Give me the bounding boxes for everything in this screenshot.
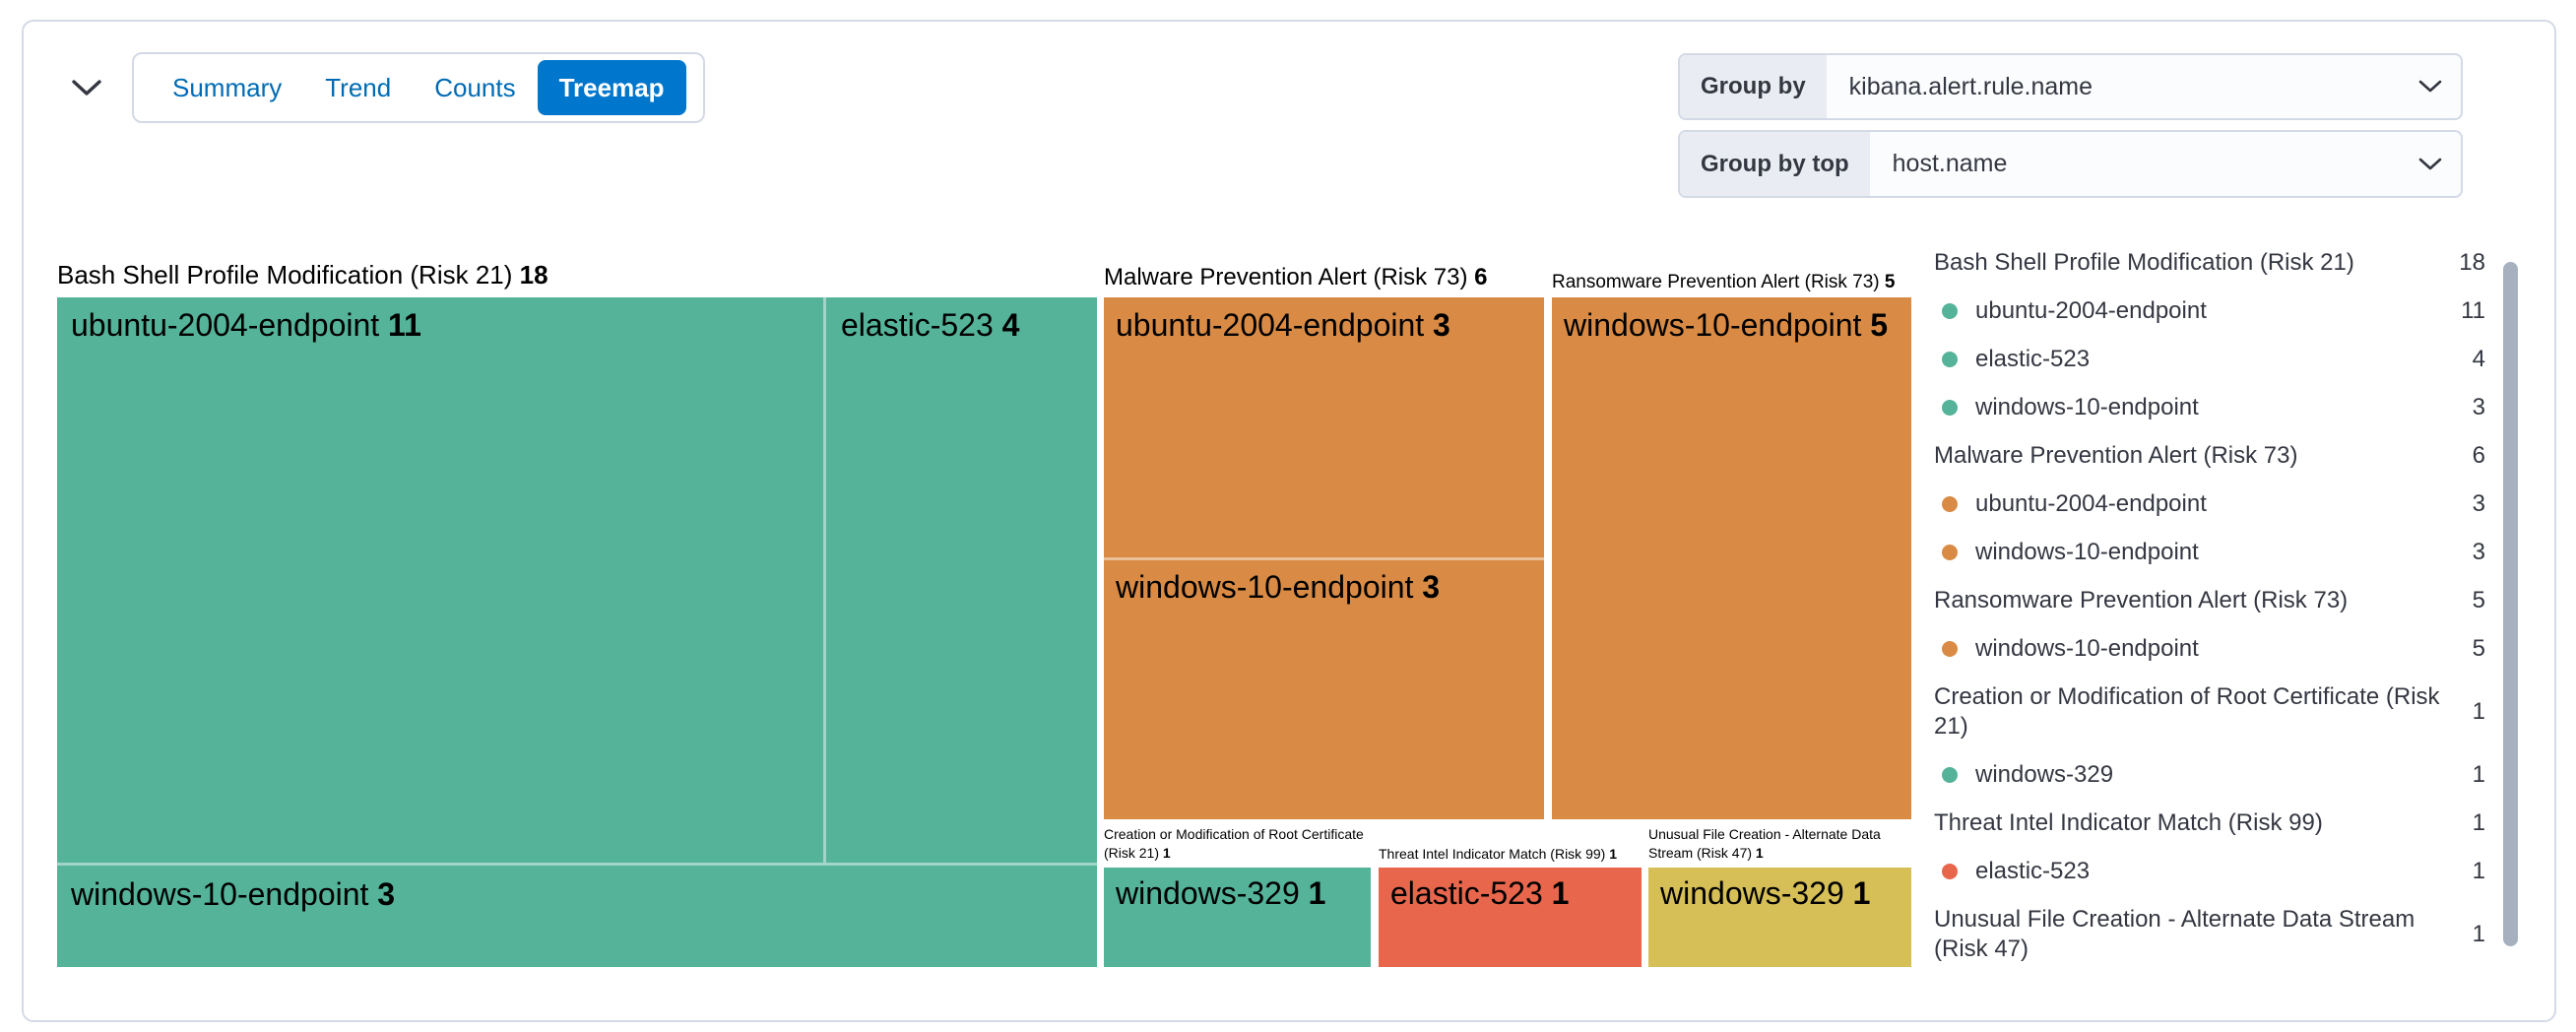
legend-scrollbar[interactable] [2503,262,2518,946]
legend-row[interactable]: Bash Shell Profile Modification (Risk 21… [1934,248,2485,278]
treemap-cell-label[interactable]: windows-10-endpoint 5 [1564,307,1889,343]
legend-color-dot [1942,352,1958,367]
legend-row[interactable]: Threat Intel Indicator Match (Risk 99) 1 [1934,808,2485,838]
legend-item-label: elastic-523 [1975,858,2091,884]
legend-item-label: elastic-523 [1975,346,2091,372]
tab-treemap[interactable]: Treemap [537,60,686,115]
chart-legend: Bash Shell Profile Modification (Risk 21… [1934,248,2485,983]
legend-item-count: 6 [2472,442,2485,469]
legend-row[interactable]: windows-329 1 [1934,760,2485,790]
legend-item-count: 3 [2472,394,2485,420]
treemap-cell-divider [823,297,826,863]
legend-item-count: 18 [2459,249,2485,276]
legend-item-label: Ransomware Prevention Alert (Risk 73) [1934,587,2349,613]
group-by-top-value: host.name [1892,150,2008,177]
treemap-cell-divider [1104,557,1544,560]
legend-row[interactable]: windows-10-endpoint 3 [1934,538,2485,567]
legend-row[interactable]: Creation or Modification of Root Certifi… [1934,682,2485,742]
legend-row[interactable]: Unusual File Creation - Alternate Data S… [1934,905,2485,964]
legend-item-label: ubuntu-2004-endpoint [1975,490,2207,517]
collapse-toggle-button[interactable] [67,71,106,104]
treemap-group-box: ubuntu-2004-endpoint 3 windows-10-endpoin… [1104,297,1544,819]
legend-row[interactable]: Ransomware Prevention Alert (Risk 73) 5 [1934,586,2485,615]
treemap-cell-label[interactable]: ubuntu-2004-endpoint 3 [1116,307,1450,343]
legend-item-label: windows-10-endpoint [1975,394,2199,420]
legend-row[interactable]: elastic-523 1 [1934,857,2485,886]
tab-trend[interactable]: Trend [325,72,392,102]
treemap-cell-divider [57,863,1097,866]
group-by-value: kibana.alert.rule.name [1848,72,2093,100]
legend-row[interactable]: ubuntu-2004-endpoint 3 [1934,489,2485,519]
legend-item-label: Unusual File Creation - Alternate Data S… [1934,906,2415,962]
legend-item-label: ubuntu-2004-endpoint [1975,297,2207,324]
legend-item-count: 3 [2472,539,2485,565]
legend-color-dot [1942,545,1958,560]
legend-color-dot [1942,303,1958,319]
legend-item-label: Threat Intel Indicator Match (Risk 99) [1934,809,2323,836]
legend-row[interactable]: elastic-523 4 [1934,345,2485,374]
treemap-group-box: windows-329 1 [1104,868,1371,967]
legend-color-dot [1942,864,1958,879]
legend-item-count: 1 [2472,761,2485,788]
legend-item-count: 11 [2461,297,2485,324]
treemap-cell-label[interactable]: windows-10-endpoint 3 [1116,569,1441,605]
group-by-top-select[interactable]: Group by top host.name [1678,130,2463,198]
treemap-cell-label[interactable]: elastic-523 4 [841,307,1020,343]
legend-item-count: 1 [2472,698,2485,725]
legend-item-count: 5 [2472,635,2485,662]
legend-item-count: 1 [2472,809,2485,836]
legend-item-label: windows-10-endpoint [1975,635,2199,662]
legend-row[interactable]: windows-10-endpoint 3 [1934,393,2485,422]
legend-color-dot [1942,767,1958,783]
treemap-group-box: windows-329 1 [1648,868,1911,967]
treemap-cell-label[interactable]: windows-10-endpoint 3 [71,876,396,912]
treemap-cell-label[interactable]: windows-329 1 [1116,875,1326,911]
legend-item-count: 3 [2472,490,2485,517]
legend-item-count: 1 [2472,858,2485,884]
treemap-group-box: windows-10-endpoint 5 [1552,297,1911,819]
legend-item-label: windows-329 [1975,761,2114,788]
treemap-cell-label[interactable]: ubuntu-2004-endpoint 11 [71,307,421,343]
legend-item-count: 1 [2472,921,2485,947]
group-by-select[interactable]: Group by kibana.alert.rule.name [1678,53,2463,120]
legend-item-count: 5 [2472,587,2485,613]
legend-item-label: windows-10-endpoint [1975,539,2199,565]
treemap-cell-label[interactable]: windows-329 1 [1660,875,1871,911]
treemap-group-box: ubuntu-2004-endpoint 11 elastic-523 4 wind… [57,297,1097,967]
legend-item-label: Creation or Modification of Root Certifi… [1934,683,2440,740]
legend-color-dot [1942,400,1958,416]
legend-item-label: Malware Prevention Alert (Risk 73) [1934,442,2298,469]
legend-color-dot [1942,641,1958,657]
chevron-down-icon [72,79,101,96]
legend-row[interactable]: windows-10-endpoint 5 [1934,634,2485,664]
treemap-cell-label[interactable]: elastic-523 1 [1390,875,1570,911]
tab-counts[interactable]: Counts [434,72,516,102]
chevron-down-icon [2400,55,2461,118]
group-by-top-label: Group by top [1680,132,1870,196]
treemap-group-box: elastic-523 1 [1379,868,1642,967]
legend-row[interactable]: Malware Prevention Alert (Risk 73) 6 [1934,441,2485,471]
group-by-label: Group by [1680,55,1827,118]
legend-row[interactable]: ubuntu-2004-endpoint 11 [1934,296,2485,326]
legend-item-count: 4 [2472,346,2485,372]
chevron-down-icon [2400,132,2461,196]
legend-item-label: Bash Shell Profile Modification (Risk 21… [1934,249,2354,276]
tab-summary[interactable]: Summary [172,72,283,102]
tab-group: Summary Trend Counts Treemap [132,52,705,123]
legend-color-dot [1942,496,1958,512]
